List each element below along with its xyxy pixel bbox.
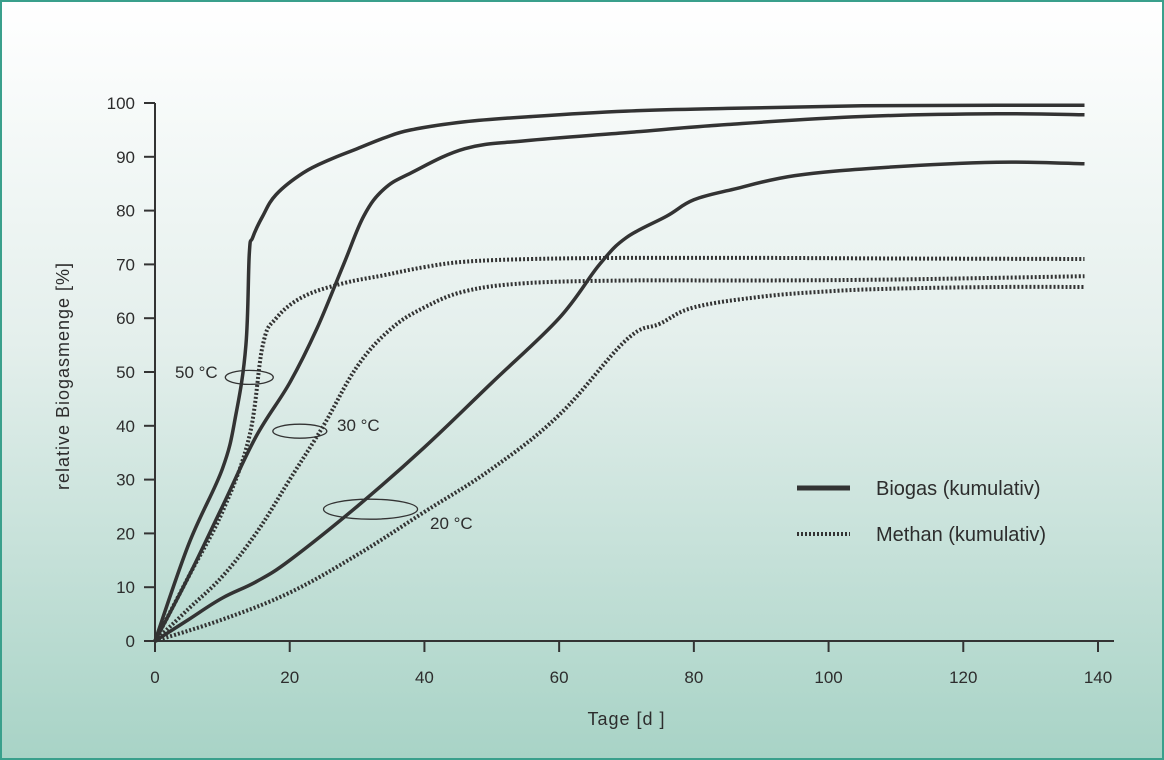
temperature-ellipse	[322, 498, 419, 520]
y-tick-label: 70	[116, 255, 135, 274]
methan-line-30c	[153, 274, 1085, 643]
y-tick-label: 60	[116, 309, 135, 328]
x-tick-label: 60	[550, 668, 569, 687]
methan-line-50c	[153, 255, 1085, 642]
x-tick-label: 80	[684, 668, 703, 687]
legend-label: Methan (kumulativ)	[876, 524, 1046, 546]
x-tick-label: 120	[949, 668, 977, 687]
x-tick-label: 0	[150, 668, 159, 687]
temperature-annotations: 50 °C 30 °C 20 °C	[175, 363, 473, 533]
axes	[144, 102, 1114, 652]
series-lines	[153, 103, 1085, 643]
temperature-label: 50 °C	[175, 363, 218, 382]
y-tick-label: 90	[116, 148, 135, 167]
x-tick-label: 20	[280, 668, 299, 687]
biogas-line-30c	[153, 111, 1085, 642]
legend: Biogas (kumulativ) Methan (kumulativ)	[797, 478, 1046, 546]
y-tick-label: 0	[126, 632, 135, 651]
y-tick-label: 20	[116, 524, 135, 543]
y-tick-label: 100	[107, 94, 135, 113]
biogas-line-50c	[153, 103, 1085, 642]
y-tick-label: 50	[116, 363, 135, 382]
temperature-ellipse	[272, 423, 328, 439]
y-tick-label: 30	[116, 471, 135, 490]
temperature-label: 30 °C	[337, 416, 380, 435]
tick-labels: 0 10 20 30 40 50 60 70 80 90 100 0 20 40 60 80 100 120 140	[107, 94, 1113, 687]
temperature-ellipse	[224, 369, 274, 386]
legend-label: Biogas (kumulativ)	[876, 478, 1041, 500]
y-tick-label: 80	[116, 202, 135, 221]
methan-line-20c	[154, 284, 1085, 643]
x-tick-label: 40	[415, 668, 434, 687]
biogas-line-20c	[154, 160, 1085, 643]
x-tick-label: 140	[1084, 668, 1112, 687]
y-tick-label: 40	[116, 417, 135, 436]
y-tick-label: 10	[116, 578, 135, 597]
temperature-label: 20 °C	[430, 514, 473, 533]
y-axis-label: relative Biogasmenge [%]	[53, 262, 73, 490]
x-axis-label: Tage [d ]	[587, 709, 665, 729]
x-tick-label: 100	[814, 668, 842, 687]
